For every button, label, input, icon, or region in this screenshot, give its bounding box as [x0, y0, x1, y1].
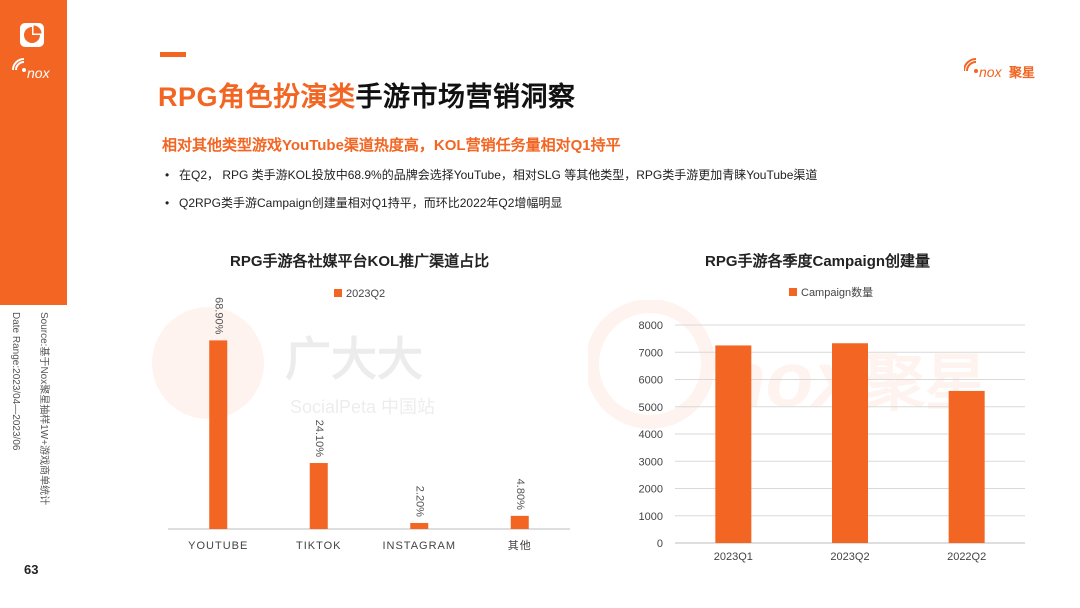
x-tick-label: YOUTUBE — [188, 540, 248, 552]
y-tick-label: 6000 — [639, 375, 663, 387]
x-tick-label: 其他 — [508, 539, 532, 552]
bar — [832, 343, 868, 543]
sidebar-band: nox — [0, 0, 67, 305]
legend-label: Campaign数量 — [801, 286, 873, 299]
title-highlight: RPG角色扮演类 — [158, 82, 356, 112]
chart-campaign-count: Campaign数量 0 1000 2000 3000 4000 5000 6000 7000 8… — [639, 286, 1025, 563]
legend-label: 2023Q2 — [346, 288, 385, 300]
insight-list: 在Q2， RPG 类手游KOL投放中68.9%的品牌会选择YouTube，相对S… — [165, 168, 817, 224]
legend-swatch — [334, 289, 342, 297]
insight-item: Q2RPG类手游Campaign创建量相对Q1持平，而环比2022年Q2增幅明显 — [165, 196, 817, 211]
x-tick-label: TIKTOK — [296, 540, 342, 552]
x-tick-label: 2023Q1 — [714, 551, 753, 563]
bar — [410, 522, 429, 529]
data-label: 24.10% — [313, 420, 325, 458]
nox-logo-icon: nox — [12, 58, 51, 81]
y-tick-label: 8000 — [639, 320, 663, 332]
title-rest: 手游市场营销洞察 — [355, 82, 576, 112]
bar — [209, 340, 228, 529]
chart1-legend: 2023Q2 — [334, 288, 385, 300]
source-note: Source:基于Nox聚星抽样1W+游戏商单统计 Date Range:202… — [10, 312, 64, 512]
page-number: 63 — [24, 562, 39, 577]
chart2-legend: Campaign数量 — [789, 286, 873, 299]
date-range-line: Date Range:2023/04—2023/06 — [10, 312, 21, 451]
chart2-title: RPG手游各季度Campaign创建量 — [705, 253, 931, 270]
y-tick-label: 0 — [657, 538, 663, 550]
x-tick-label: 2022Q2 — [947, 551, 986, 563]
x-tick-label: INSTAGRAM — [382, 540, 456, 552]
chart1-title: RPG手游各社媒平台KOL推广渠道占比 — [230, 253, 490, 270]
bar — [948, 390, 985, 543]
bar — [715, 345, 752, 543]
title-accent-bar — [160, 52, 186, 57]
y-tick-label: 5000 — [639, 402, 663, 414]
svg-text:nox: nox — [27, 65, 51, 81]
data-label: 68.90% — [212, 297, 224, 335]
y-tick-label: 2000 — [639, 484, 663, 496]
x-tick-label: 2023Q2 — [830, 551, 869, 563]
legend-swatch — [789, 288, 797, 296]
chart-platform-share: 2023Q2 68.90% YOUTUBE 24.10% TIKTOK 2.20% INST… — [168, 288, 570, 552]
nox-brand-logo-icon: nox 聚星 — [964, 58, 1035, 81]
data-label: 4.80% — [514, 479, 526, 510]
report-logo-icon — [20, 23, 44, 47]
y-tick-label: 1000 — [639, 511, 663, 523]
y-tick-label: 4000 — [639, 429, 663, 441]
source-line: Source:基于Nox聚星抽样1W+游戏商单统计 — [38, 312, 49, 506]
bar — [510, 515, 529, 529]
page-title: RPG角色扮演类手游市场营销洞察 — [158, 75, 576, 114]
key-finding: 相对其他类型游戏YouTube渠道热度高，KOL营销任务量相对Q1持平 — [162, 137, 621, 154]
y-tick-label: 3000 — [639, 456, 663, 468]
data-label: 2.20% — [413, 486, 425, 517]
insight-item: 在Q2， RPG 类手游KOL投放中68.9%的品牌会选择YouTube，相对S… — [165, 168, 817, 183]
svg-text:nox: nox — [979, 64, 1003, 80]
bar — [309, 463, 328, 529]
y-tick-label: 7000 — [639, 347, 663, 359]
brand-text: 聚星 — [1008, 66, 1035, 81]
